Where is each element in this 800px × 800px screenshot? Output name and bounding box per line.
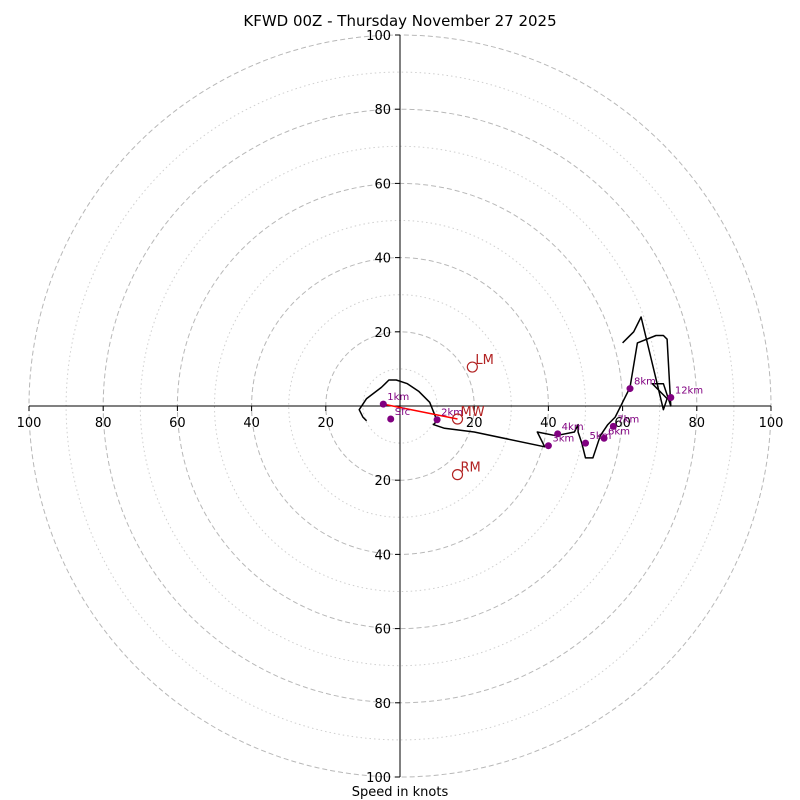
storm-motion-label: MW bbox=[461, 405, 485, 420]
height-marker-label: 3km bbox=[552, 434, 574, 445]
height-marker-dot bbox=[582, 439, 589, 447]
height-marker-dot bbox=[433, 416, 441, 424]
tick-labels: 100 80 60 40 20 20 40 60 80 100 100 80 60 40 20 20 40 60 8… bbox=[17, 29, 784, 786]
height-marker-label: 6km bbox=[608, 426, 630, 437]
y-tick-label: 40 bbox=[374, 252, 391, 267]
x-tick-label: 80 bbox=[95, 416, 112, 431]
height-marker-dot bbox=[544, 442, 552, 450]
x-axis-label: Speed in knots bbox=[352, 785, 449, 800]
height-marker-dot bbox=[379, 400, 387, 408]
height-marker-label: 2km bbox=[441, 408, 463, 419]
chart-title: KFWD 00Z - Thursday November 27 2025 bbox=[243, 12, 556, 30]
x-tick-label: 60 bbox=[614, 416, 631, 431]
x-tick-label: 100 bbox=[17, 416, 42, 431]
x-tick-label: 40 bbox=[540, 416, 557, 431]
height-marker-dot bbox=[554, 430, 562, 438]
y-tick-label: 60 bbox=[374, 177, 391, 192]
x-tick-label: 60 bbox=[169, 416, 186, 431]
height-marker-label: 1km bbox=[387, 392, 409, 403]
storm-motion-marker bbox=[466, 361, 478, 373]
storm-motion-label: RM bbox=[461, 461, 481, 476]
storm-motion-marker bbox=[451, 469, 464, 481]
height-marker-label: 7km bbox=[617, 414, 639, 425]
hodograph-trace-layer bbox=[358, 316, 672, 459]
storm-motion-label: LM bbox=[475, 353, 493, 368]
height-marker-dot bbox=[609, 422, 617, 430]
storm-motion-marker bbox=[451, 413, 464, 425]
shear-vector bbox=[383, 403, 458, 420]
height-marker-label: 12km bbox=[675, 385, 703, 396]
height-marker-label: 4km bbox=[562, 422, 584, 433]
x-tick-label: 80 bbox=[689, 416, 706, 431]
y-tick-label: 20 bbox=[374, 474, 391, 489]
height-marker-dot bbox=[626, 385, 634, 393]
y-tick-label: 100 bbox=[366, 29, 391, 44]
x-tick-label: 20 bbox=[318, 416, 335, 431]
y-tick-label: 60 bbox=[374, 623, 391, 638]
x-tick-label: 20 bbox=[466, 416, 483, 431]
storm-motion-markers: LM RM MW bbox=[451, 353, 494, 481]
x-tick-label: 100 bbox=[759, 416, 784, 431]
x-tick-label: 40 bbox=[243, 416, 260, 431]
y-tick-label: 20 bbox=[374, 326, 391, 341]
height-marker-dot bbox=[600, 434, 608, 442]
y-tick-label: 80 bbox=[374, 697, 391, 712]
hodograph-trace bbox=[358, 316, 672, 459]
height-marker-dot bbox=[667, 393, 675, 401]
height-marker-label: 5km bbox=[590, 431, 612, 442]
y-tick-label: 40 bbox=[374, 548, 391, 563]
height-marker-label: Sfc bbox=[395, 407, 410, 418]
height-marker-dot bbox=[387, 415, 395, 423]
y-tick-label: 100 bbox=[366, 771, 391, 786]
y-tick-label: 80 bbox=[374, 103, 391, 118]
height-marker-label: 8km bbox=[634, 377, 656, 388]
axes bbox=[29, 35, 771, 777]
